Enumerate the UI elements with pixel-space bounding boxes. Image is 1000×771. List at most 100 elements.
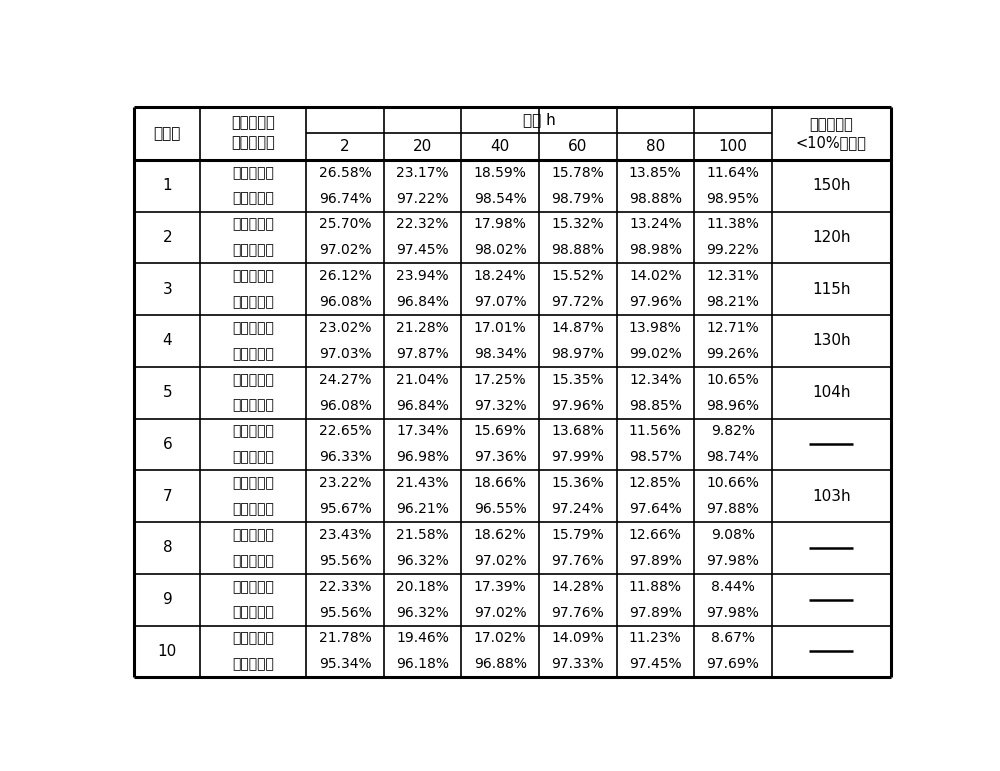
Text: 97.02%: 97.02% [474, 554, 527, 568]
Text: 115h: 115h [812, 281, 850, 297]
Text: 丙烷转化率: 丙烷转化率 [232, 116, 275, 130]
Text: 7: 7 [163, 489, 172, 503]
Text: 丙烯选择性: 丙烯选择性 [232, 554, 274, 568]
Text: 80: 80 [646, 139, 665, 153]
Text: 40: 40 [491, 139, 510, 153]
Text: 丙烷转化率: 丙烷转化率 [232, 166, 274, 180]
Text: 22.33%: 22.33% [319, 580, 371, 594]
Text: 97.02%: 97.02% [319, 244, 371, 258]
Text: 96.32%: 96.32% [396, 605, 449, 620]
Text: 21.58%: 21.58% [396, 528, 449, 542]
Text: 100: 100 [718, 139, 747, 153]
Text: 22.32%: 22.32% [396, 217, 449, 231]
Text: 15.69%: 15.69% [474, 425, 527, 439]
Text: 96.84%: 96.84% [396, 295, 449, 309]
Text: 97.36%: 97.36% [474, 450, 527, 464]
Text: 95.56%: 95.56% [319, 605, 372, 620]
Text: 15.78%: 15.78% [551, 166, 604, 180]
Text: 2: 2 [340, 139, 350, 153]
Text: 98.74%: 98.74% [706, 450, 759, 464]
Text: 98.57%: 98.57% [629, 450, 682, 464]
Text: 17.25%: 17.25% [474, 372, 527, 387]
Text: 97.89%: 97.89% [629, 554, 682, 568]
Text: 97.69%: 97.69% [706, 658, 759, 672]
Text: 11.64%: 11.64% [706, 166, 759, 180]
Text: 6: 6 [163, 437, 172, 452]
Text: 120h: 120h [812, 230, 850, 245]
Text: 丙烯选择性: 丙烯选择性 [232, 136, 275, 150]
Text: 25.70%: 25.70% [319, 217, 371, 231]
Text: 98.79%: 98.79% [551, 192, 604, 206]
Text: 丙烷转化率
<10%的时间: 丙烷转化率 <10%的时间 [796, 117, 867, 150]
Text: 150h: 150h [812, 178, 850, 194]
Text: 17.98%: 17.98% [474, 217, 527, 231]
Text: 丙烯选择性: 丙烯选择性 [232, 502, 274, 516]
Text: 5: 5 [163, 386, 172, 400]
Text: 15.36%: 15.36% [551, 476, 604, 490]
Text: 15.52%: 15.52% [551, 269, 604, 283]
Text: 98.95%: 98.95% [706, 192, 759, 206]
Text: 95.56%: 95.56% [319, 554, 372, 568]
Text: 12.34%: 12.34% [629, 372, 682, 387]
Text: 10.66%: 10.66% [706, 476, 759, 490]
Text: 97.45%: 97.45% [629, 658, 682, 672]
Text: 97.24%: 97.24% [551, 502, 604, 516]
Text: 96.08%: 96.08% [319, 295, 372, 309]
Text: 97.72%: 97.72% [551, 295, 604, 309]
Text: 丙烯选择性: 丙烯选择性 [232, 244, 274, 258]
Text: 丙烷转化率: 丙烷转化率 [232, 580, 274, 594]
Text: 97.45%: 97.45% [396, 244, 449, 258]
Text: 丙烷转化率: 丙烷转化率 [232, 476, 274, 490]
Text: 98.02%: 98.02% [474, 244, 527, 258]
Text: 97.99%: 97.99% [551, 450, 604, 464]
Text: 97.02%: 97.02% [474, 605, 527, 620]
Text: 98.97%: 98.97% [551, 347, 604, 361]
Text: 97.64%: 97.64% [629, 502, 682, 516]
Text: 26.12%: 26.12% [319, 269, 372, 283]
Text: 97.22%: 97.22% [396, 192, 449, 206]
Text: 96.21%: 96.21% [396, 502, 449, 516]
Text: 60: 60 [568, 139, 587, 153]
Text: 4: 4 [163, 333, 172, 348]
Text: 8.44%: 8.44% [711, 580, 755, 594]
Text: 9.08%: 9.08% [711, 528, 755, 542]
Text: 丙烯选择性: 丙烯选择性 [232, 192, 274, 206]
Text: 97.76%: 97.76% [551, 554, 604, 568]
Text: 97.87%: 97.87% [396, 347, 449, 361]
Text: 8: 8 [163, 540, 172, 555]
Text: 99.22%: 99.22% [706, 244, 759, 258]
Text: 13.24%: 13.24% [629, 217, 682, 231]
Text: 15.35%: 15.35% [551, 372, 604, 387]
Text: 96.08%: 96.08% [319, 399, 372, 412]
Text: 23.94%: 23.94% [396, 269, 449, 283]
Text: 丙烯选择性: 丙烯选择性 [232, 658, 274, 672]
Text: 时间 h: 时间 h [523, 113, 555, 127]
Text: 14.09%: 14.09% [551, 631, 604, 645]
Text: 23.17%: 23.17% [396, 166, 449, 180]
Text: 104h: 104h [812, 386, 850, 400]
Text: 98.88%: 98.88% [629, 192, 682, 206]
Text: 96.32%: 96.32% [396, 554, 449, 568]
Text: 96.55%: 96.55% [474, 502, 527, 516]
Text: 98.34%: 98.34% [474, 347, 527, 361]
Text: 99.02%: 99.02% [629, 347, 682, 361]
Text: 21.28%: 21.28% [396, 321, 449, 335]
Text: 97.03%: 97.03% [319, 347, 371, 361]
Text: 13.85%: 13.85% [629, 166, 682, 180]
Text: 19.46%: 19.46% [396, 631, 449, 645]
Text: 13.68%: 13.68% [551, 425, 604, 439]
Text: 17.34%: 17.34% [396, 425, 449, 439]
Text: 18.24%: 18.24% [474, 269, 527, 283]
Text: 10: 10 [158, 644, 177, 659]
Text: 13.98%: 13.98% [629, 321, 682, 335]
Text: 3: 3 [163, 281, 172, 297]
Text: 实施例: 实施例 [154, 126, 181, 141]
Text: 14.28%: 14.28% [551, 580, 604, 594]
Text: 20: 20 [413, 139, 432, 153]
Text: 18.62%: 18.62% [474, 528, 527, 542]
Text: 96.88%: 96.88% [474, 658, 527, 672]
Text: 丙烯选择性: 丙烯选择性 [232, 605, 274, 620]
Text: 98.88%: 98.88% [551, 244, 604, 258]
Text: 97.89%: 97.89% [629, 605, 682, 620]
Text: 96.84%: 96.84% [396, 399, 449, 412]
